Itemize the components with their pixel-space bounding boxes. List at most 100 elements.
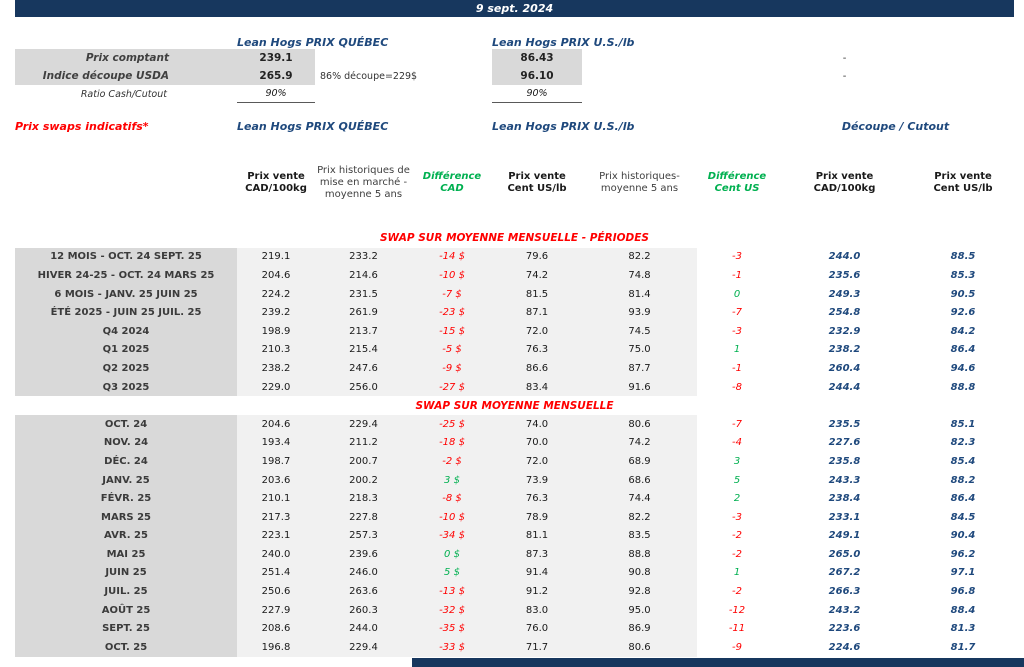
cell-us-sale: 74.0 (492, 414, 582, 434)
cell-diff-us: -7 (732, 418, 742, 430)
cell-us-hist: 83.5 (582, 526, 697, 546)
cell-qc-sale: 210.1 (237, 489, 315, 508)
cell-cutout-cad: 267.2 (828, 567, 861, 579)
cell-diff-cad: 3 $ (412, 470, 492, 490)
cell-qc-hist: 229.4 (315, 638, 412, 657)
spot-note (315, 85, 492, 103)
swaps-title-row: Prix swaps indicatifs* Lean Hogs PRIX QU… (15, 117, 1024, 135)
cell-diff-cad: -27 $ (412, 377, 492, 397)
cell-us-hist: 68.9 (582, 452, 697, 471)
cell-label: FÉVR. 25 (15, 489, 237, 508)
cell-label: AOÛT 25 (15, 600, 237, 620)
cell-label: Q3 2025 (15, 377, 237, 397)
cell-diff-us: -2 (732, 530, 742, 542)
cell-label: ÉTÉ 2025 - JUIN 25 JUIL. 25 (15, 303, 237, 322)
cell-qc-sale: 229.0 (237, 377, 315, 397)
cell-cutout-cad: 265.0 (828, 548, 861, 560)
cell-qc-sale: 217.3 (237, 507, 315, 527)
cell-us-hist: 81.4 (582, 284, 697, 304)
cell-cutout-us: 88.4 (950, 604, 976, 616)
swap-table-body: SWAP SUR MOYENNE MENSUELLE - PÉRIODES 12 … (15, 229, 1024, 657)
cell-cutout-cad: 232.9 (828, 325, 861, 337)
cell-qc-hist: 261.9 (315, 303, 412, 322)
cell-qc-hist: 211.2 (315, 433, 412, 453)
cell-cutout-us: 84.5 (950, 511, 976, 523)
bottom-bar (412, 658, 1024, 667)
cell-diff-cad: -18 $ (412, 433, 492, 453)
cell-us-hist: 75.0 (582, 340, 697, 360)
spot-qc-value: 90% (237, 85, 315, 103)
cell-us-hist: 86.9 (582, 619, 697, 639)
cell-cutout-us: 86.4 (950, 493, 976, 505)
cell-cutout-cad: 244.0 (828, 251, 861, 263)
cell-diff-us: 3 (733, 455, 741, 467)
cell-qc-sale: 224.2 (237, 284, 315, 304)
spot-quebec-title: Lean Hogs PRIX QUÉBEC (237, 35, 389, 49)
cell-us-sale: 71.7 (492, 638, 582, 657)
cell-cutout-cad: 260.4 (828, 362, 861, 374)
cell-us-hist: 80.6 (582, 414, 697, 434)
date-header-bar: 9 sept. 2024 (15, 0, 1014, 17)
cell-qc-hist: 233.2 (315, 247, 412, 267)
cell-diff-us: -4 (732, 437, 742, 449)
cell-us-sale: 76.3 (492, 340, 582, 360)
cell-qc-hist: 214.6 (315, 266, 412, 285)
cell-us-sale: 91.2 (492, 582, 582, 601)
cell-qc-sale: 239.2 (237, 303, 315, 322)
cell-us-hist: 88.8 (582, 545, 697, 564)
cell-diff-cad: -2 $ (412, 452, 492, 471)
cell-us-sale: 74.2 (492, 266, 582, 285)
cell-diff-cad: -7 $ (412, 284, 492, 304)
cell-cutout-cad: 244.4 (828, 381, 861, 393)
cell-diff-us: -12 (728, 604, 746, 616)
swaps-indicative-title: Prix swaps indicatifs* (15, 119, 149, 133)
cell-diff-cad: -32 $ (412, 600, 492, 620)
cell-qc-sale: 204.6 (237, 414, 315, 434)
swaps-us-title: Lean Hogs PRIX U.S./lb (492, 119, 635, 133)
cell-cutout-us: 86.4 (950, 344, 976, 356)
spot-note: 86% découpe=229$ (320, 70, 418, 82)
cell-label: DÉC. 24 (15, 452, 237, 471)
cell-qc-hist: 231.5 (315, 284, 412, 304)
cell-diff-cad: -34 $ (412, 526, 492, 546)
cell-label: JANV. 25 (15, 470, 237, 490)
cell-qc-sale: 203.6 (237, 470, 315, 490)
cell-us-sale: 72.0 (492, 452, 582, 471)
cell-label: JUIN 25 (15, 563, 237, 583)
spot-dash: - (842, 52, 847, 64)
swaps-quebec-title: Lean Hogs PRIX QUÉBEC (237, 119, 389, 133)
cell-us-hist: 74.8 (582, 266, 697, 285)
cell-cutout-us: 82.3 (950, 437, 976, 449)
spot-us-value: 86.43 (492, 49, 582, 67)
spot-row-label: Ratio Cash/Cutout (80, 88, 167, 100)
cell-qc-sale: 223.1 (237, 526, 315, 546)
cell-us-sale: 81.5 (492, 284, 582, 304)
cell-cutout-cad: 249.1 (828, 530, 861, 542)
cell-cutout-us: 97.1 (950, 567, 976, 579)
cell-diff-cad: -23 $ (412, 303, 492, 322)
cell-diff-cad: -5 $ (412, 340, 492, 360)
cell-qc-sale: 204.6 (237, 266, 315, 285)
cell-us-sale: 72.0 (492, 321, 582, 341)
cell-diff-us: -1 (732, 269, 742, 281)
cell-diff-us: -7 (732, 307, 742, 319)
cell-qc-sale: 198.9 (237, 321, 315, 341)
cell-diff-cad: -8 $ (412, 489, 492, 508)
spot-price-table: Lean Hogs PRIX QUÉBEC Lean Hogs PRIX U.S… (15, 31, 1024, 103)
cell-diff-cad: -25 $ (412, 414, 492, 434)
cell-cutout-us: 88.2 (950, 474, 976, 486)
cell-qc-sale: 240.0 (237, 545, 315, 564)
cell-us-sale: 73.9 (492, 470, 582, 490)
cell-label: OCT. 24 (15, 414, 237, 434)
col-header-cutout-us: Prix vente Cent US/lb (933, 171, 993, 194)
cell-us-sale: 86.6 (492, 359, 582, 378)
spot-us-title: Lean Hogs PRIX U.S./lb (492, 35, 635, 49)
cell-cutout-cad: 227.6 (828, 437, 861, 449)
cell-qc-hist: 200.7 (315, 452, 412, 471)
cell-us-hist: 82.2 (582, 247, 697, 267)
cell-qc-hist: 227.8 (315, 507, 412, 527)
cell-qc-sale: 219.1 (237, 247, 315, 267)
col-header-us-hist: Prix historiques- moyenne 5 ans (599, 171, 680, 194)
spot-note (315, 49, 492, 67)
